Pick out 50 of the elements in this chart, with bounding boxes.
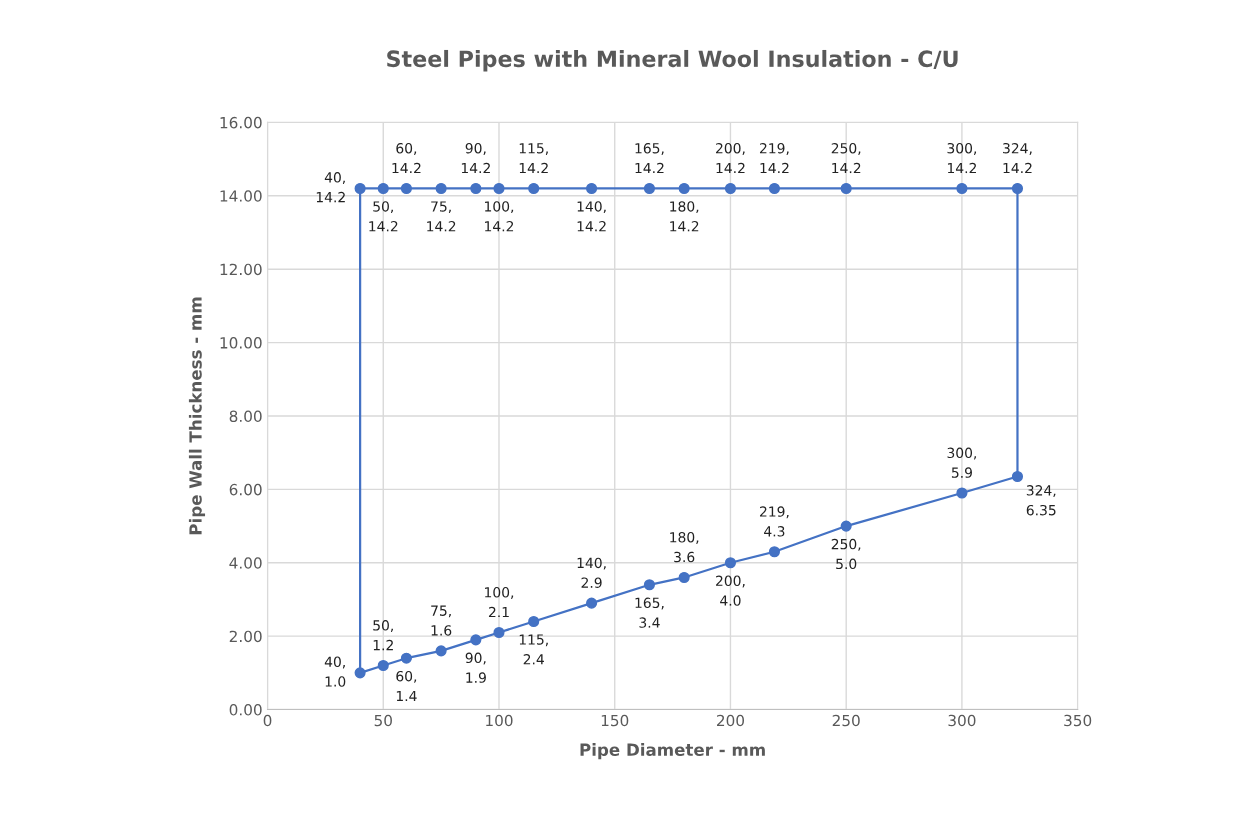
data-label: 75, 1.6 xyxy=(431,605,452,636)
y-tick-label: 0.00 xyxy=(229,704,262,716)
data-label: 300, 5.9 xyxy=(947,447,977,478)
y-tick-label: 10.00 xyxy=(220,337,262,349)
data-label: 50, 14.2 xyxy=(369,201,398,232)
data-label: 250, 5.0 xyxy=(831,538,861,570)
data-label: 90, 1.9 xyxy=(465,652,486,683)
data-label: 165, 3.4 xyxy=(635,597,664,628)
data-label: 40, 1.0 xyxy=(324,656,346,687)
data-label: 200, 4.0 xyxy=(716,575,745,606)
y-tick-label: 12.00 xyxy=(220,263,262,276)
x-tick-label: 300 xyxy=(948,714,976,727)
data-label: 200, 14.2 xyxy=(716,142,745,174)
y-tick-label: 8.00 xyxy=(229,410,262,422)
data-label: 100, 14.2 xyxy=(485,201,514,232)
x-tick-label: 100 xyxy=(486,714,513,727)
y-tick-label: 14.00 xyxy=(220,190,262,202)
y-tick-label: 16.00 xyxy=(220,116,262,129)
data-label: 50, 1.2 xyxy=(373,620,393,651)
data-label: 250, 14.2 xyxy=(831,142,861,174)
y-axis-title: Pipe Wall Thickness - mm xyxy=(188,297,206,535)
data-label: 180, 14.2 xyxy=(670,201,699,232)
y-tick-label: 6.00 xyxy=(229,483,262,496)
data-label: 60, 14.2 xyxy=(392,142,421,174)
x-tick-label: 0 xyxy=(263,714,272,727)
y-tick-label: 4.00 xyxy=(229,557,262,569)
chart-title: Steel Pipes with Mineral Wool Insulation - C/U xyxy=(387,49,958,72)
x-tick-label: 200 xyxy=(716,714,745,727)
x-tick-label: 250 xyxy=(832,714,860,727)
data-label: 90, 14.2 xyxy=(461,142,490,174)
x-tick-label: 350 xyxy=(1064,714,1092,727)
x-tick-label: 150 xyxy=(601,714,629,727)
data-label: 180, 3.6 xyxy=(670,531,699,563)
data-label: 115, 2.4 xyxy=(519,634,548,665)
data-label: 115, 14.2 xyxy=(519,143,548,174)
data-label: 75, 14.2 xyxy=(427,201,456,232)
data-label: 100, 2.1 xyxy=(485,587,514,618)
data-label: 300, 14.2 xyxy=(947,142,977,174)
data-label: 324, 6.35 xyxy=(1026,485,1056,516)
y-tick-label: 2.00 xyxy=(229,630,262,643)
data-label: 324, 14.2 xyxy=(1003,142,1032,174)
x-tick-label: 50 xyxy=(374,714,392,727)
data-label: 60, 1.4 xyxy=(396,670,417,702)
data-label: 140, 2.9 xyxy=(577,557,606,588)
x-axis-title: Pipe Diameter - mm xyxy=(580,743,765,760)
data-label: 165, 14.2 xyxy=(635,142,664,174)
data-label: 219, 14.2 xyxy=(759,142,789,174)
data-label: 40, 14.2 xyxy=(316,172,345,203)
data-label: 219, 4.3 xyxy=(759,506,789,537)
data-label: 140, 14.2 xyxy=(577,201,606,232)
